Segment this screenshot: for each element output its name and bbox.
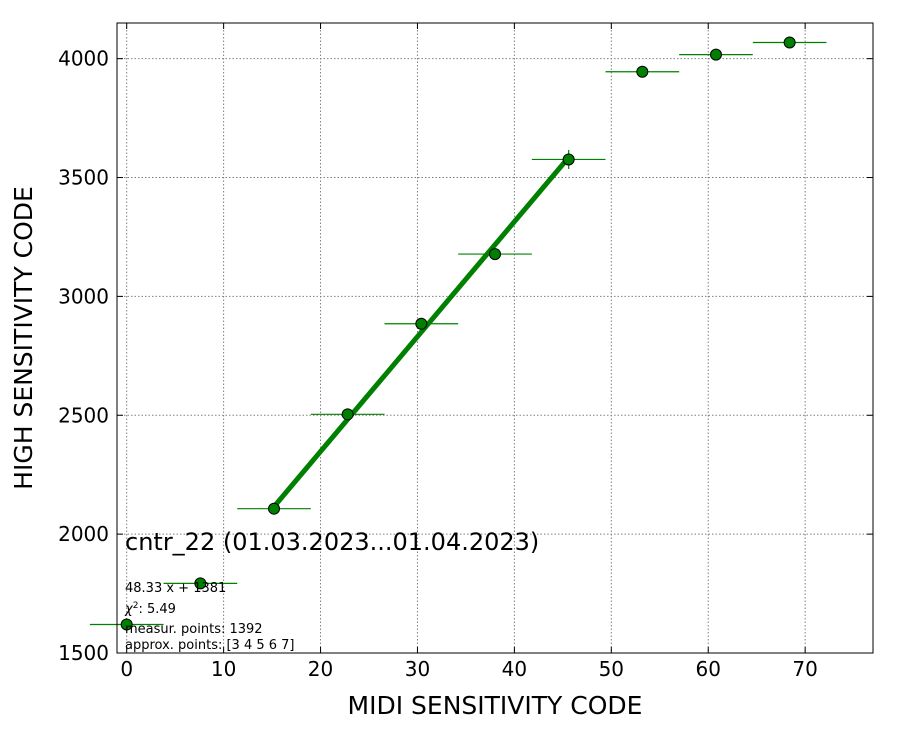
- x-axis-label: MIDI SENSITIVITY CODE: [348, 691, 643, 720]
- y-tick-label: 3000: [58, 284, 109, 308]
- data-point: [415, 317, 428, 330]
- x-tick-label: 60: [696, 657, 721, 681]
- data-point: [562, 153, 575, 166]
- y-tick-label: 4000: [58, 47, 109, 71]
- data-point: [194, 577, 207, 590]
- plot-frame: [116, 22, 874, 654]
- data-points: [120, 36, 796, 631]
- data-point: [120, 618, 133, 631]
- fit-equation: 48.33 x + 1381: [125, 581, 226, 596]
- x-tick-label: 40: [502, 657, 527, 681]
- fit-line-group: [272, 155, 571, 509]
- data-point: [709, 48, 722, 61]
- x-tick-label: 0: [120, 657, 133, 681]
- x-tick-label: 20: [308, 657, 333, 681]
- y-axis-label: HIGH SENSITIVITY CODE: [9, 186, 38, 490]
- data-point: [268, 502, 281, 515]
- x-tick-labels: 0 10 20 30 40 50 60 70: [120, 657, 818, 681]
- data-point: [636, 65, 649, 78]
- data-point: [489, 248, 501, 261]
- grid: [117, 23, 873, 654]
- x-tick-label: 50: [599, 657, 624, 681]
- y-tick-label: 1500: [58, 641, 109, 665]
- chi-square: χ2: 5.49: [124, 601, 176, 617]
- chi-symbol: χ: [124, 602, 134, 617]
- y-tick-label: 2000: [58, 522, 109, 546]
- x-tick-label: 10: [211, 657, 236, 681]
- fit-line: [272, 155, 571, 509]
- data-point: [341, 408, 354, 421]
- data-point: [783, 36, 796, 49]
- y-tick-labels: 1500 2000 2500 3000 3500 4000: [58, 47, 109, 665]
- x-tick-label: 70: [792, 657, 817, 681]
- y-tick-label: 2500: [58, 403, 109, 427]
- chi-exponent: 2: [133, 601, 139, 611]
- measured-points: measur. points: 1392: [125, 622, 263, 637]
- chi-value: : 5.49: [138, 602, 175, 617]
- approx-points: approx. points: [3 4 5 6 7]: [125, 638, 295, 653]
- x-tick-label: 30: [405, 657, 430, 681]
- y-tick-label: 3500: [58, 166, 109, 190]
- chart-annotation-title: cntr_22 (01.03.2023...01.04.2023): [125, 528, 539, 556]
- axis-ticks: [117, 23, 873, 654]
